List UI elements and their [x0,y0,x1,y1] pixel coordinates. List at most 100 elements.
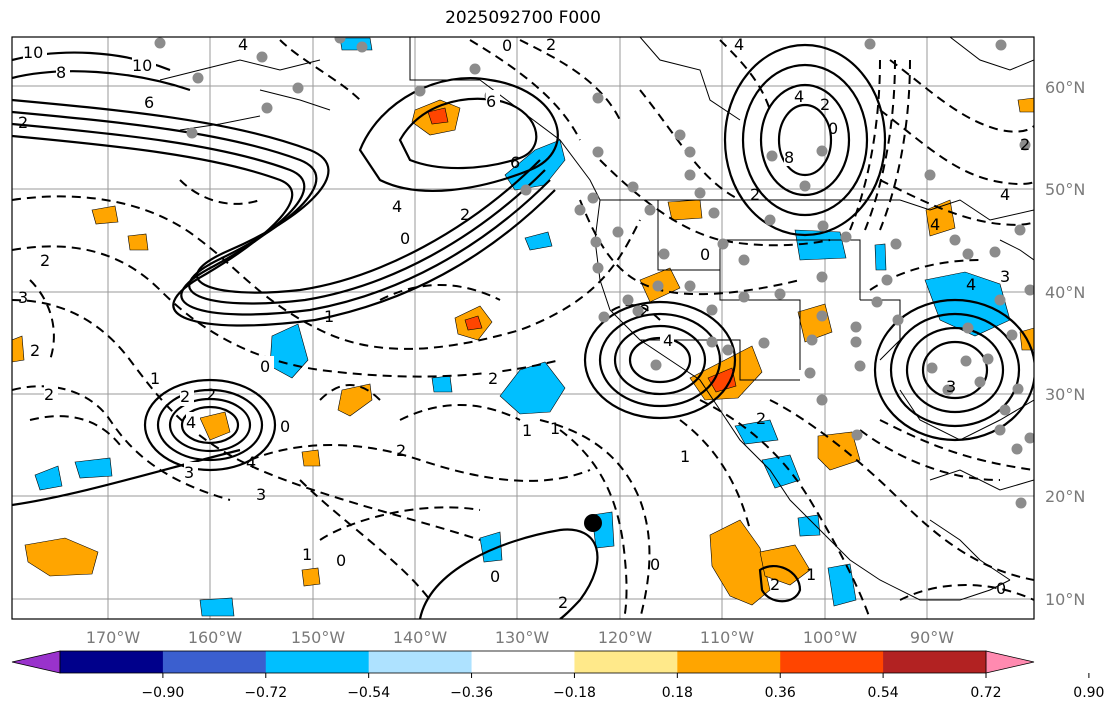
colorbar: −0.90 −0.72 −0.54 −0.36 −0.18 0.18 0.36 0.54 0.7… [11,650,1104,701]
contour-label: 2 [396,441,406,460]
lat-label: 40°N [1045,283,1085,302]
shade-patch [707,367,737,393]
contour-label: 2 [460,205,470,224]
colorbar-extend-low [11,650,61,674]
shade-patch [91,205,119,225]
shade-patch [761,454,801,489]
lon-label: 160°W [188,628,243,647]
contour-label: 1 [324,307,334,326]
lat-label: 30°N [1045,385,1085,404]
contour-label: 2 [1020,135,1030,154]
shade-patch [524,231,553,251]
colorbar-tick-label: −0.90 [141,685,184,701]
shade-patch [734,419,779,445]
colorbar-extend-high [985,650,1035,674]
contour-label: 0 [280,417,290,436]
contour-label: 6 [510,153,520,172]
contour-label: 4 [238,35,248,54]
lon-label: 150°W [291,628,346,647]
contour-label: 1 [806,565,816,584]
contour-label: 4 [930,215,940,234]
contour-label: 2 [180,387,190,406]
lon-label: 170°W [86,628,141,647]
contour-label: 2 [206,385,216,404]
contour-label: 2 [546,35,556,54]
contour-label: 3 [946,377,956,396]
contour-label: 0 [700,245,710,264]
shade-patch [431,375,453,393]
contour-label: 2 [820,95,830,114]
contour-label: 0 [400,229,410,248]
contour-label: 1 [522,421,532,440]
colorbar-tick-label: 0.18 [662,685,693,701]
contour-label: 0 [502,36,512,55]
shade-patch [301,449,321,467]
lat-label: 20°N [1045,487,1085,506]
lon-label: 100°W [803,628,858,647]
lon-label: 90°W [910,628,954,647]
colorbar-segment [368,651,473,673]
shade-patch [24,537,99,577]
shade-patch [337,383,373,417]
contour-label: 3 [184,463,194,482]
shade-patch [427,107,449,125]
shade-patch [709,519,771,606]
colorbar-segment [265,651,370,673]
contour-label: 4 [966,275,976,294]
contour-label: 6 [144,93,154,112]
contour-label: 8 [784,148,794,167]
contour-label: 0 [260,357,270,376]
contour-label: 1 [550,419,560,438]
contour-label: 4 [246,453,256,472]
lon-label: 130°W [495,628,550,647]
colorbar-tick-label: 0.90 [1073,685,1104,701]
lat-label: 10°N [1045,590,1085,609]
lon-label: 120°W [598,628,653,647]
contour-label: 8 [56,63,66,82]
shade-patch [667,199,703,221]
contour-label: 0 [336,551,346,570]
contour-label: 4 [663,331,673,350]
station-dots [154,37,1034,509]
contour-label: 0 [650,555,660,574]
contour-label: 10 [132,56,152,75]
map-panel: 10 8 10 6 4 6 2 0 2 4 2 0 4 2 4 8 6 2 4 … [12,35,1034,619]
contour-label: 0 [490,567,500,586]
shade-patch [12,335,25,363]
shade-patch [817,431,861,471]
contour-label: 0 [996,579,1006,598]
colorbar-segment [780,651,884,673]
contour-label-group: 10 8 10 6 4 6 2 0 2 4 2 0 4 2 4 8 6 2 4 … [18,35,1030,612]
contour-label: 2 [44,385,54,404]
lat-label: 50°N [1045,180,1085,199]
contour-label: 3 [18,288,28,307]
contour-label: 2 [18,113,28,132]
contour-label: 2 [770,575,780,594]
colorbar-segment [60,651,164,673]
shade-patch [827,563,857,607]
colorbar-tick-label: −0.36 [450,685,493,701]
contour-label: 2 [756,409,766,428]
contour-label: 10 [23,43,43,62]
contour-label: 2 [750,185,760,204]
shade-patch [1017,97,1034,113]
colorbar-tick-label: −0.54 [347,685,390,701]
shaded-fields [12,37,1034,617]
colorbar-segment [471,651,575,673]
contour-label: 2 [488,369,498,388]
shade-patch [499,361,566,415]
contour-label: 4 [392,197,402,216]
shade-patch [199,597,235,617]
contour-label: 4 [734,35,744,54]
shade-patch [797,514,821,537]
contour-label: 3 [256,485,266,504]
shade-patch [199,411,231,441]
contour-label: 0 [828,119,838,138]
graticule [12,37,1034,619]
storm-center-dot [584,514,602,532]
contour-label: 3 [1000,267,1010,286]
shade-patch [301,567,321,587]
colorbar-segment [677,651,781,673]
contour-label: 1 [680,447,690,466]
